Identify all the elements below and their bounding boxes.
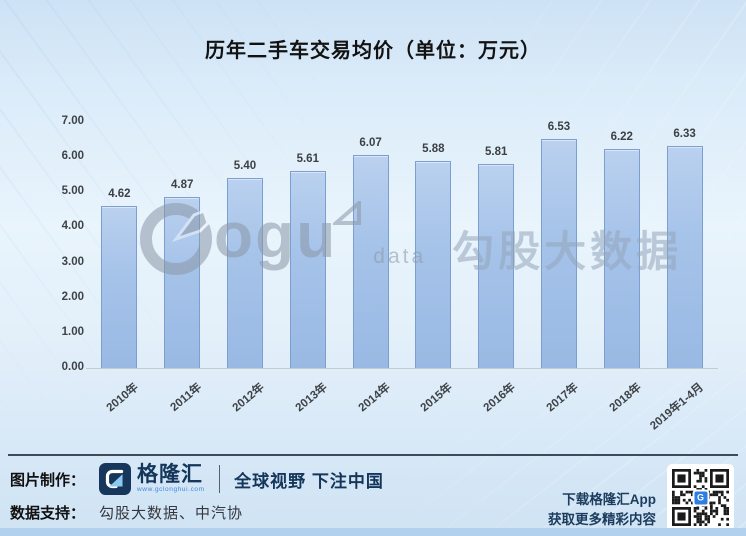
bar: [164, 196, 201, 368]
bar-value-label: 4.87: [170, 178, 194, 191]
bar-slot: 5.61 2013年: [276, 122, 339, 414]
bar: [101, 205, 138, 368]
bar: [478, 163, 515, 368]
data-support-label: 数据支持：: [10, 505, 86, 522]
y-tick-label: 6.00: [61, 150, 84, 163]
bar-value-label: 5.81: [484, 145, 508, 158]
gelonghui-brand: 格隆汇 www.gclonghui.com: [99, 463, 205, 495]
bar-slot: 4.87 2011年: [151, 122, 214, 414]
bar-value-label: 6.33: [673, 127, 696, 140]
plot-area: 4.62 2010年 4.87 2011年 5.40 2012年 5.61 2013年 6.07…: [88, 120, 716, 433]
qr-code: G: [667, 464, 734, 531]
footer-row-2: 数据支持： 勾股大数据、中汽协: [10, 502, 243, 523]
brand-name: 格隆汇: [137, 463, 204, 487]
bar-slot: 5.40 2012年: [214, 122, 277, 414]
bar: [540, 138, 577, 368]
footer-row-1: 图片制作： 格隆汇 www.gclonghui.com 全球视野 下注中国: [10, 462, 384, 496]
qr-center-logo: G: [692, 489, 709, 506]
y-tick-label: 0.00: [61, 361, 84, 373]
bar-slot: 6.33 2019年1-4月: [649, 122, 716, 433]
y-tick-label: 7.00: [61, 115, 84, 127]
background-rays-bottom: [246, 356, 746, 536]
y-tick-label: 5.00: [61, 185, 84, 198]
brand-slogan: 全球视野 下注中国: [234, 471, 384, 491]
bar-value-label: 6.22: [610, 131, 633, 144]
brand-text: 格隆汇 www.gclonghui.com: [137, 464, 205, 494]
bar-slot: 5.88 2015年: [402, 122, 465, 414]
bar: [603, 149, 640, 368]
y-tick-label: 2.00: [61, 290, 84, 303]
footer-divider: [8, 454, 738, 456]
chart-title: 历年二手车交易均价（单位：万元）: [205, 40, 541, 62]
bar: [289, 170, 326, 368]
data-support-value: 勾股大数据、中汽协: [99, 505, 244, 522]
app-promo-text: 下载格隆汇App 获取更多精彩内容: [548, 490, 656, 529]
bar-value-label: 6.07: [359, 136, 382, 149]
bottom-accent-strip: [0, 528, 746, 536]
app-promo-line1: 下载格隆汇App: [562, 492, 656, 507]
qr-pattern: [672, 469, 729, 526]
bar-slot: 6.53 2017年: [528, 120, 591, 414]
gelonghui-g-icon: [99, 463, 132, 495]
app-promo-line2: 获取更多精彩内容: [548, 511, 656, 527]
bar-value-label: 5.40: [233, 160, 257, 173]
brand-url: www.gclonghui.com: [137, 486, 205, 494]
y-tick-label: 1.00: [61, 325, 84, 338]
y-tick-label: 4.00: [61, 220, 84, 233]
bar: [352, 154, 389, 368]
bar-slot: 5.81 2016年: [465, 122, 528, 414]
bar-value-label: 5.88: [422, 143, 445, 156]
made-by-label: 图片制作：: [10, 471, 86, 489]
bar: [226, 178, 263, 368]
vertical-divider: [218, 465, 221, 493]
bar: [415, 161, 452, 368]
bar-slot: 6.22 2018年: [590, 122, 653, 414]
bar-value-label: 5.61: [296, 152, 319, 165]
x-axis-line: [86, 368, 718, 369]
bar-value-label: 6.53: [547, 120, 571, 133]
bar-value-label: 4.62: [108, 187, 131, 200]
bar: [666, 145, 703, 368]
y-tick-label: 3.00: [61, 255, 84, 268]
bar-slot: 4.62 2010年: [88, 122, 151, 414]
bar-slot: 6.07 2014年: [339, 122, 402, 414]
